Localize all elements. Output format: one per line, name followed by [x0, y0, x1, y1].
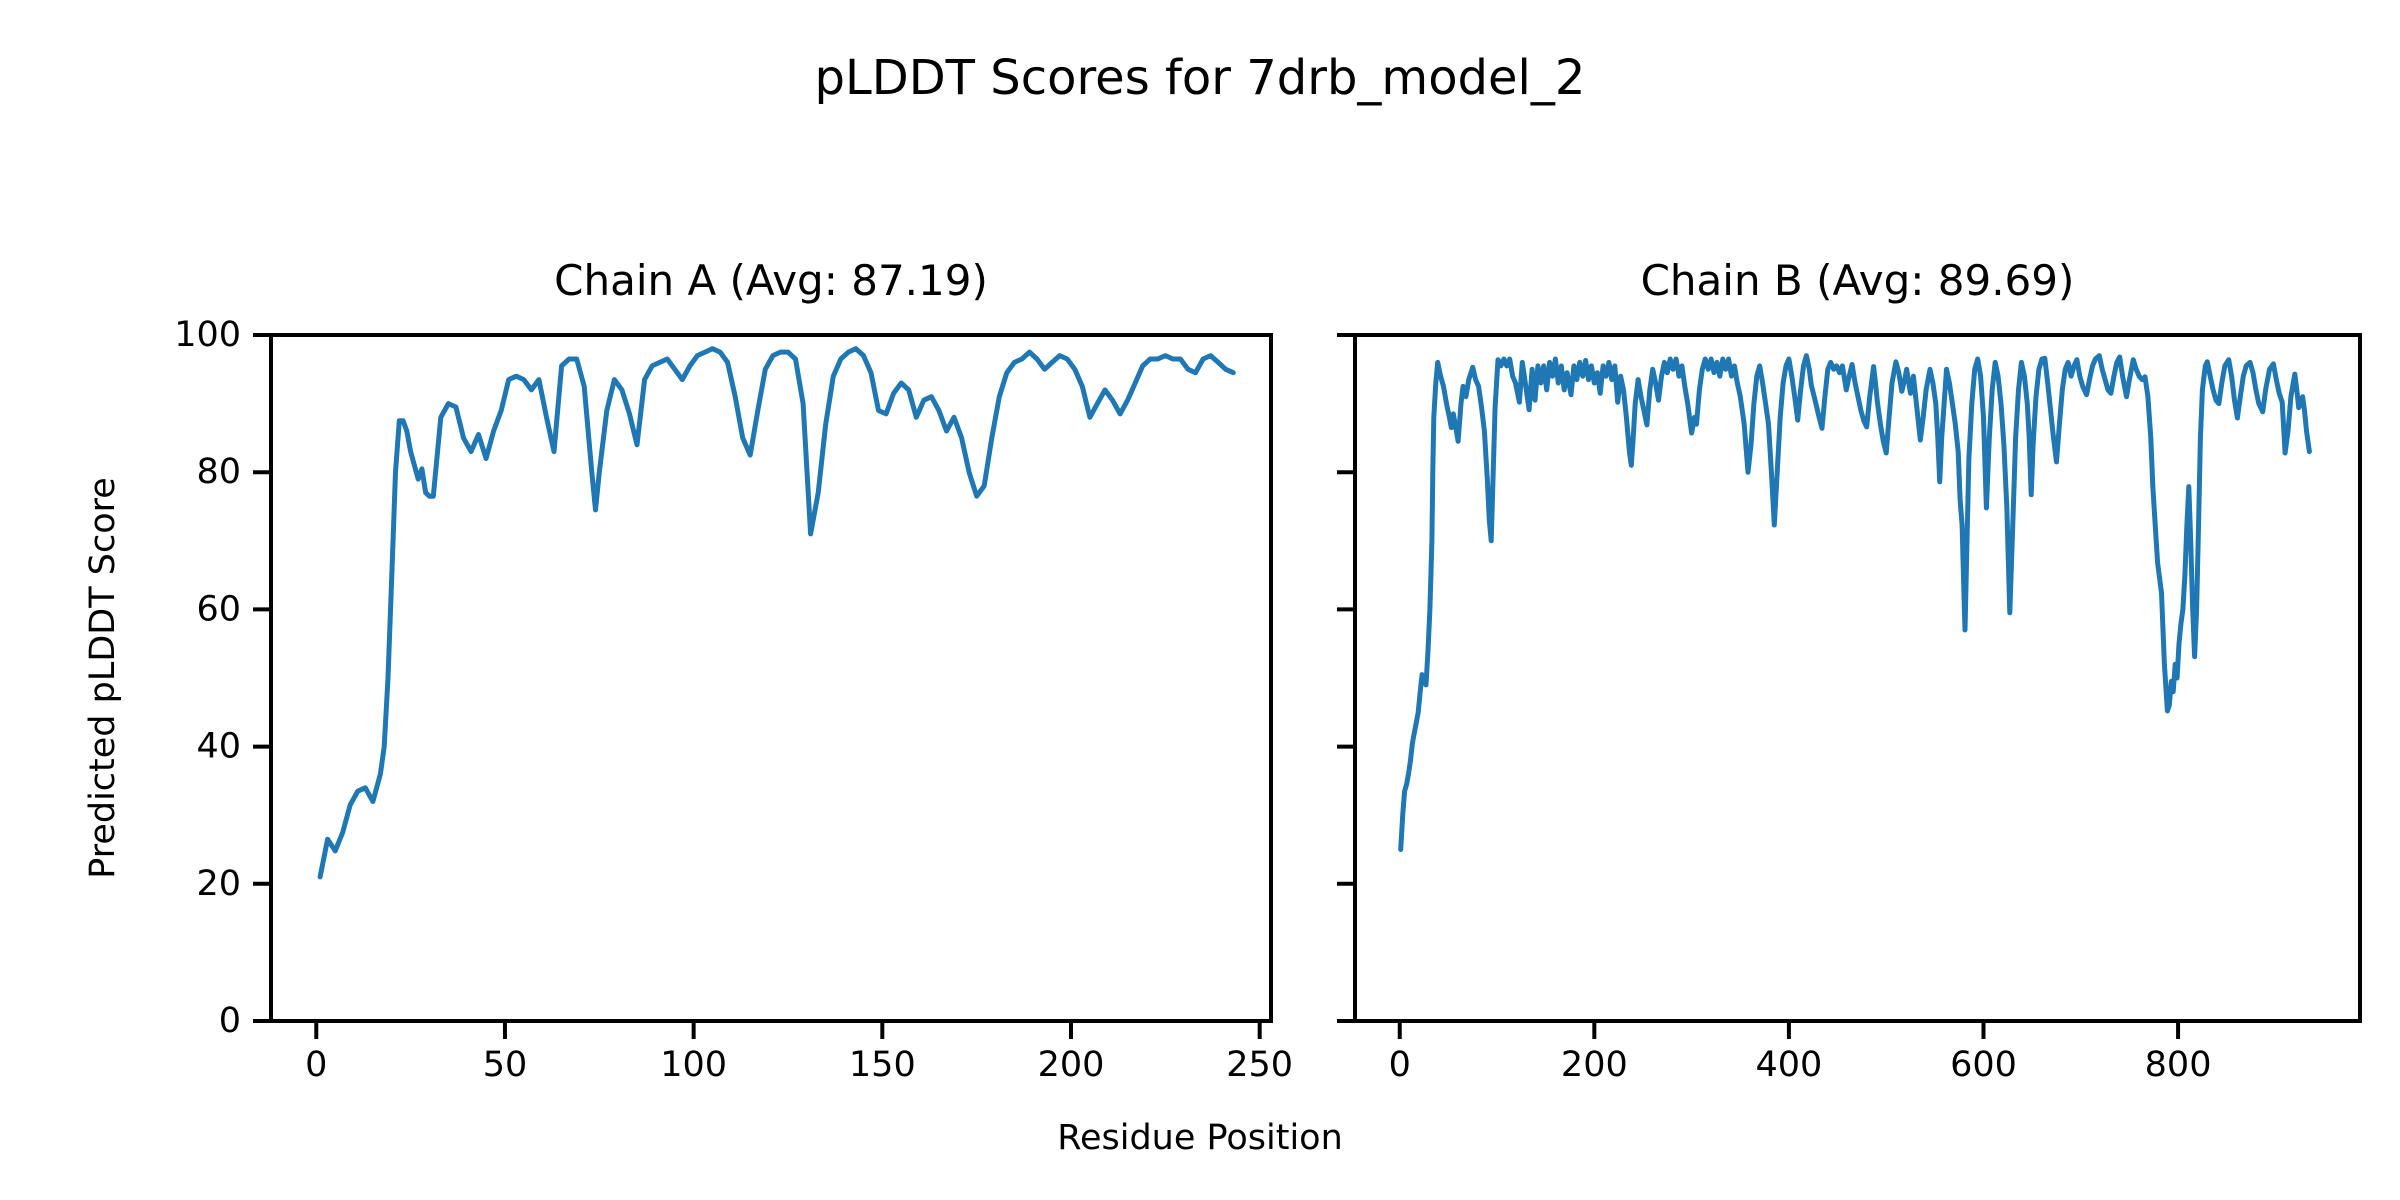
y-tick-label: 20: [196, 864, 241, 904]
x-tick-label: 0: [305, 1045, 327, 1085]
plddt-line: [317, 346, 1236, 880]
x-tick-label: 200: [1038, 1045, 1105, 1085]
x-tick-label: 600: [1950, 1045, 2017, 1085]
y-tick-label: 40: [196, 727, 241, 767]
y-tick-label: 0: [219, 1001, 241, 1041]
figure-title: pLDDT Scores for 7drb_model_2: [814, 50, 1586, 106]
y-tick-label: 60: [196, 589, 241, 629]
plddt-line: [1398, 353, 2312, 852]
axes-spines: [269, 333, 1273, 1023]
x-tick-label: 100: [660, 1045, 727, 1085]
chain-a-axes: 0 50 100 150 200 250 0 20 40 60 80 100: [174, 315, 1293, 1085]
chain-b-axes: 0 200 400 600 800: [1337, 333, 2362, 1085]
chain-b-title: Chain B (Avg: 89.69): [1640, 256, 2075, 305]
x-tick-label: 200: [1561, 1045, 1628, 1085]
x-tick-label: 150: [849, 1045, 916, 1085]
chain-a-title: Chain A (Avg: 87.19): [554, 256, 988, 305]
x-tick-label: 400: [1756, 1045, 1823, 1085]
x-tick-label: 0: [1389, 1045, 1411, 1085]
axes-spines: [1353, 333, 2362, 1023]
x-tick-label: 50: [483, 1045, 528, 1085]
x-tick-label: 250: [1226, 1045, 1293, 1085]
x-axis-label: Residue Position: [1057, 1118, 1343, 1158]
y-tick-label: 100: [174, 315, 241, 355]
y-tick-label: 80: [196, 452, 241, 492]
x-tick-label: 800: [2145, 1045, 2212, 1085]
